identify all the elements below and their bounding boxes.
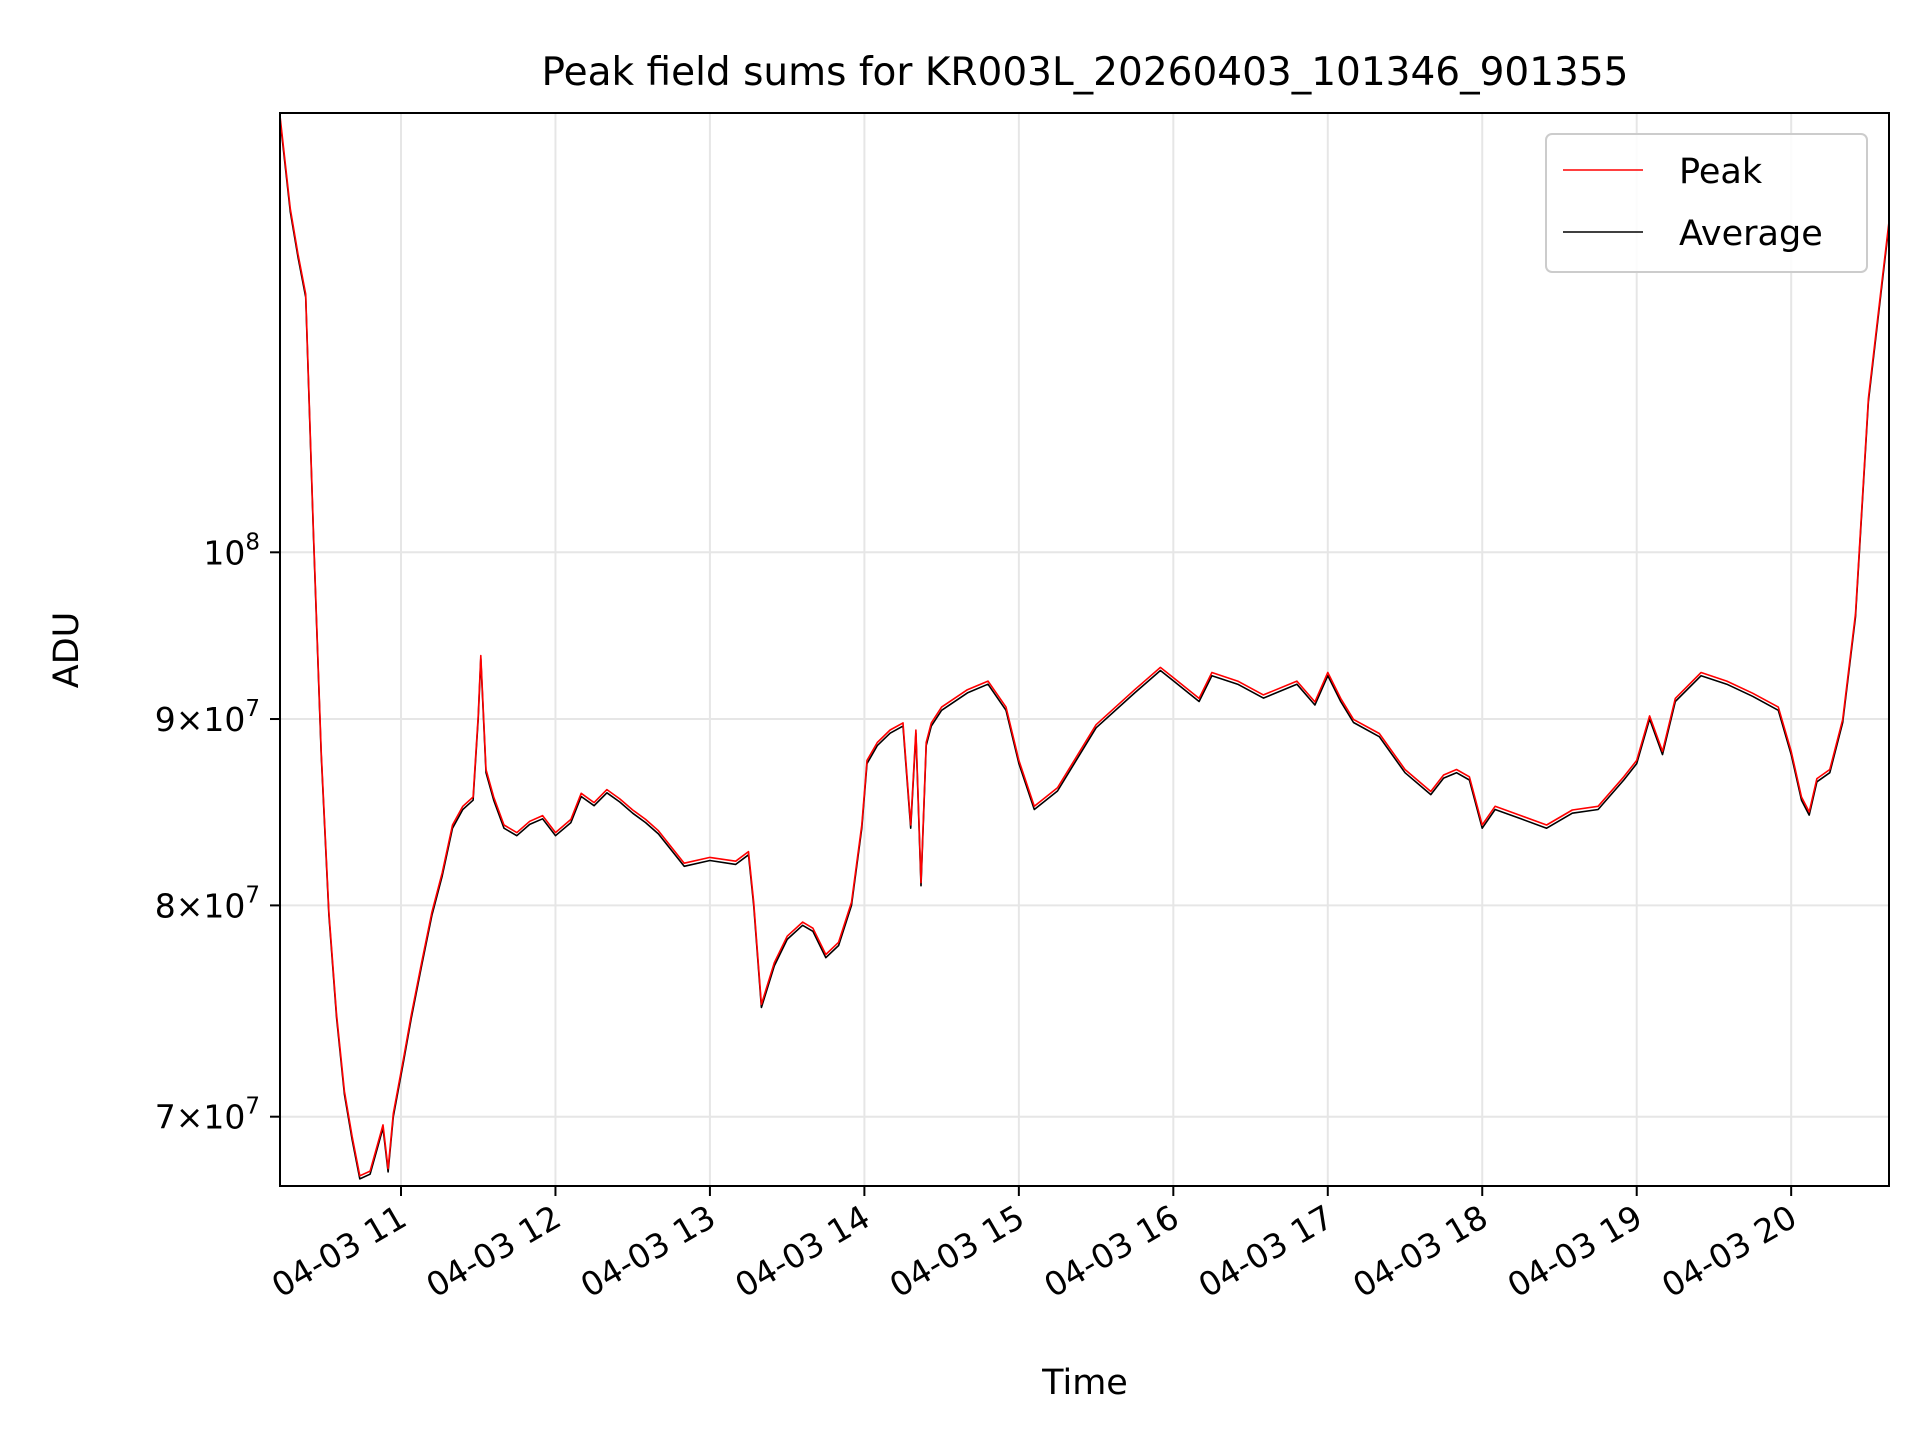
series-line-average — [279, 118, 1890, 1180]
y-tick-label: 9×107 — [155, 696, 260, 739]
x-axis-label: Time — [1041, 1363, 1128, 1403]
y-tick-label: 108 — [203, 529, 260, 572]
plot-frame — [279, 112, 1890, 1187]
series-line-peak — [279, 115, 1890, 1177]
y-axis: 7×107 8×107 9×107 108 — [155, 529, 280, 1137]
grid — [280, 113, 1889, 1186]
legend-label-peak: Peak — [1679, 152, 1763, 192]
y-tick-label: 7×107 — [155, 1094, 260, 1137]
y-tick-label: 8×107 — [155, 882, 260, 925]
chart-title: Peak field sums for KR003L_20260403_1013… — [542, 50, 1629, 95]
legend-box — [1545, 133, 1868, 273]
series-layer — [279, 115, 1890, 1180]
y-axis-label: ADU — [47, 612, 87, 689]
legend: Peak Average — [1545, 133, 1868, 273]
legend-label-average: Average — [1679, 214, 1823, 254]
